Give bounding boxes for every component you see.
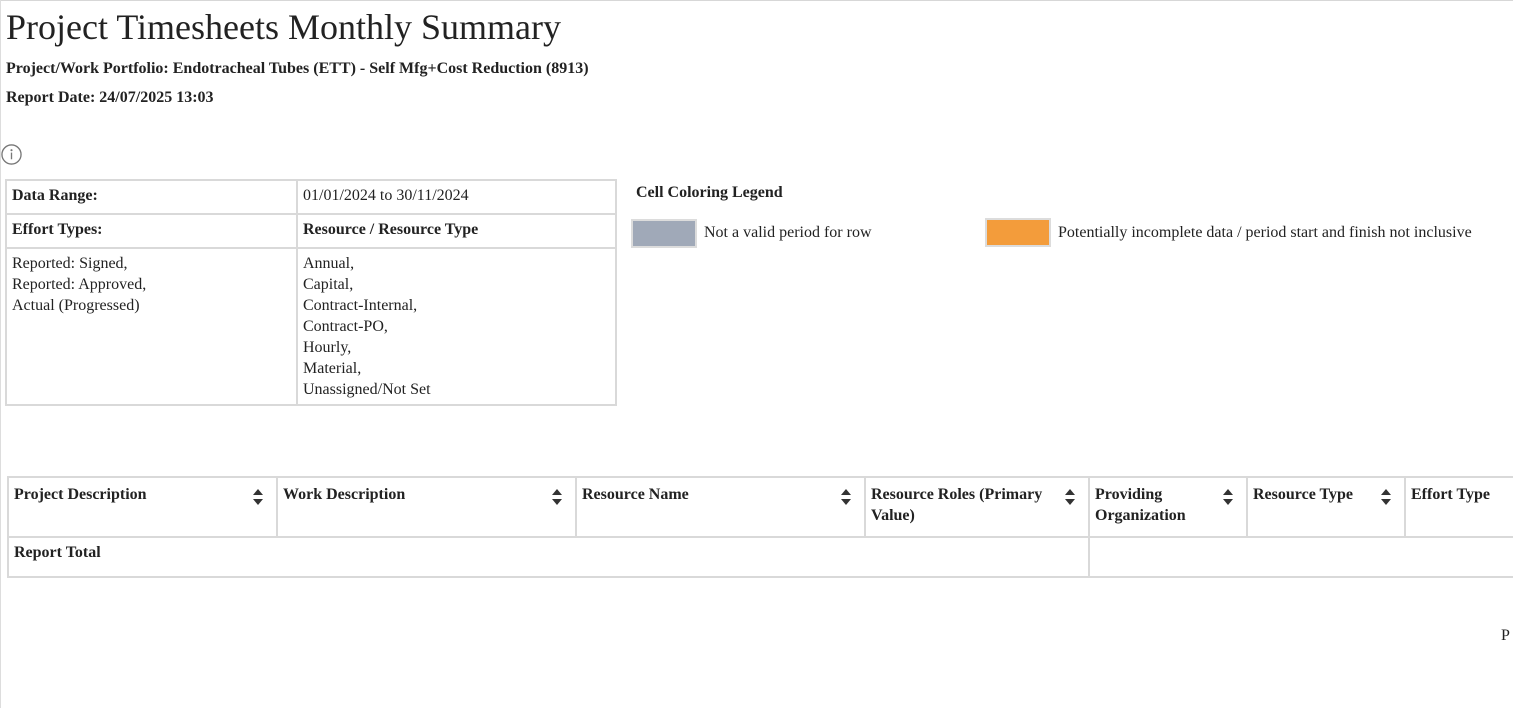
sort-icon[interactable]: [551, 488, 563, 506]
column-label: Work Description: [283, 486, 406, 503]
effort-types-list: Reported: Signed, Reported: Approved, Ac…: [5, 247, 298, 406]
report-total-label: Report Total: [7, 536, 1090, 578]
report-total-values: [1088, 536, 1513, 578]
resource-type-item: Annual,: [303, 255, 355, 272]
sort-icon[interactable]: [1064, 488, 1076, 506]
sort-icon[interactable]: [840, 488, 852, 506]
effort-type-item: Reported: Signed,: [12, 255, 128, 272]
resource-type-item: Capital,: [303, 276, 354, 293]
legend-swatch-incomplete-data: [985, 218, 1051, 247]
resource-type-item: Contract-Internal,: [303, 297, 418, 314]
effort-types-label: Effort Types:: [5, 213, 298, 249]
resource-type-item: Material,: [303, 360, 362, 377]
column-header-effort-type[interactable]: Effort Type: [1404, 476, 1513, 538]
effort-type-item: Reported: Approved,: [12, 276, 147, 293]
left-border: [0, 0, 1, 708]
legend-label-incomplete-data: Potentially incomplete data / period sta…: [1058, 224, 1472, 241]
legend-label-invalid-period: Not a valid period for row: [704, 224, 872, 241]
data-range-label: Data Range:: [5, 179, 298, 215]
effort-type-item: Actual (Progressed): [12, 297, 140, 314]
timesheet-summary-table: Project Description Work Description Res…: [7, 476, 1513, 578]
column-label: Providing Organization: [1095, 486, 1186, 524]
clipped-text: P: [1501, 627, 1510, 644]
column-label: Project Description: [14, 486, 147, 503]
column-header-resource-name[interactable]: Resource Name: [575, 476, 866, 538]
legend-title: Cell Coloring Legend: [636, 184, 783, 201]
column-header-work-description[interactable]: Work Description: [276, 476, 577, 538]
info-icon[interactable]: [1, 144, 22, 165]
resource-type-item: Unassigned/Not Set: [303, 381, 431, 398]
legend-swatch-invalid-period: [631, 219, 697, 248]
column-label: Resource Type: [1253, 486, 1353, 503]
report-parameters-table: Data Range: 01/01/2024 to 30/11/2024 Eff…: [5, 179, 617, 406]
report-total-row: Report Total: [7, 536, 1513, 578]
column-header-resource-type[interactable]: Resource Type: [1246, 476, 1406, 538]
column-header-resource-roles[interactable]: Resource Roles (Primary Value): [864, 476, 1090, 538]
sort-icon[interactable]: [252, 488, 264, 506]
column-header-providing-organization[interactable]: Providing Organization: [1088, 476, 1248, 538]
sort-icon[interactable]: [1380, 488, 1392, 506]
report-date-line: Report Date: 24/07/2025 13:03: [6, 89, 214, 106]
data-range-value: 01/01/2024 to 30/11/2024: [296, 179, 617, 215]
portfolio-line: Project/Work Portfolio: Endotracheal Tub…: [6, 60, 589, 77]
resource-type-label: Resource / Resource Type: [296, 213, 617, 249]
resource-types-list: Annual, Capital, Contract-Internal, Cont…: [296, 247, 617, 406]
top-border: [0, 0, 1513, 1]
column-label: Resource Name: [582, 486, 689, 503]
column-label: Effort Type: [1411, 486, 1490, 503]
column-label: Resource Roles (Primary Value): [871, 486, 1043, 524]
resource-type-item: Hourly,: [303, 339, 352, 356]
column-header-project-description[interactable]: Project Description: [7, 476, 278, 538]
resource-type-item: Contract-PO,: [303, 318, 388, 335]
sort-icon[interactable]: [1222, 488, 1234, 506]
page-title: Project Timesheets Monthly Summary: [6, 7, 562, 47]
